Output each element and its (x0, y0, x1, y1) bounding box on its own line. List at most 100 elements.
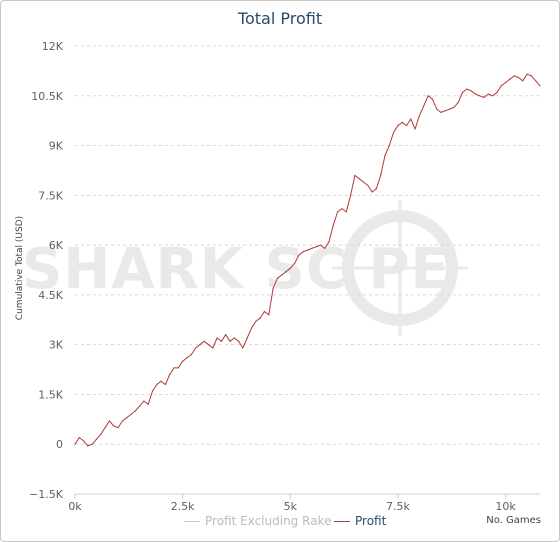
data-point (319, 244, 321, 246)
y-tick-label: 9K (49, 140, 64, 153)
data-point (423, 105, 425, 107)
y-tick-label: 3K (49, 339, 64, 352)
data-point (513, 75, 515, 77)
data-point (147, 403, 149, 405)
data-point (341, 208, 343, 210)
data-point (350, 194, 352, 196)
data-point (393, 131, 395, 133)
data-point (337, 211, 339, 213)
data-point (276, 277, 278, 279)
data-point (121, 420, 123, 422)
data-point (526, 73, 528, 75)
data-point (259, 317, 261, 319)
y-tick-label: 7.5K (38, 189, 63, 202)
data-point (474, 93, 476, 95)
x-tick-label: 0k (68, 500, 82, 513)
data-point (207, 344, 210, 346)
data-point (117, 427, 119, 429)
chart-title: Total Profit (237, 9, 323, 28)
data-point (113, 425, 115, 427)
data-point (87, 445, 89, 447)
data-point (177, 367, 179, 369)
data-point (492, 95, 494, 97)
data-point (470, 90, 472, 92)
data-point (242, 347, 244, 349)
data-point (302, 251, 304, 253)
data-point (255, 320, 257, 322)
data-point (229, 340, 231, 342)
y-tick-label: 0 (56, 438, 63, 451)
data-point (108, 420, 110, 422)
data-point (285, 271, 287, 273)
y-tick-label: 12K (42, 40, 64, 53)
data-point (169, 373, 171, 376)
data-point (479, 95, 481, 97)
data-point (397, 125, 399, 127)
data-point (220, 340, 222, 342)
data-point (156, 383, 158, 386)
data-point (268, 314, 270, 316)
data-point (195, 347, 197, 349)
data-point (289, 267, 291, 269)
data-point (375, 188, 377, 190)
data-point (367, 184, 369, 186)
data-point (238, 340, 240, 342)
legend-item-profit[interactable]: Profit (334, 514, 386, 528)
data-point (100, 433, 102, 435)
data-point (371, 191, 373, 193)
data-point (401, 121, 403, 123)
legend-label: Profit (355, 514, 387, 528)
data-point (500, 85, 502, 87)
data-point (306, 249, 309, 251)
data-point (134, 410, 136, 412)
data-point (380, 174, 382, 176)
data-point (139, 405, 141, 407)
y-axis-label: Cumulative Total (USD) (15, 216, 25, 320)
data-point (505, 81, 507, 84)
data-point (143, 400, 145, 402)
x-tick-label: 5k (284, 500, 298, 513)
series (74, 73, 541, 447)
data-point (246, 337, 248, 339)
data-point (444, 110, 446, 112)
y-tick-label: 4.5K (38, 289, 63, 302)
data-point (388, 145, 390, 147)
data-point (298, 254, 300, 256)
legend-label: Profit Excluding Rake (205, 514, 332, 528)
data-point (332, 224, 334, 226)
data-point (203, 340, 205, 342)
data-point (509, 78, 511, 80)
data-point (440, 111, 442, 113)
legend-item-profit-excluding-rake[interactable]: Profit Excluding Rake (184, 514, 331, 528)
x-tick-label: 10k (495, 500, 516, 513)
data-point (345, 211, 347, 213)
y-tick-label: 10.5K (31, 90, 63, 103)
data-point (104, 427, 106, 429)
data-point (414, 128, 416, 130)
data-point (487, 93, 489, 95)
data-point (294, 262, 296, 264)
data-point (281, 274, 283, 276)
data-point (225, 334, 227, 336)
data-point (453, 106, 455, 108)
data-point (457, 101, 459, 103)
data-point (190, 354, 192, 356)
data-point (535, 80, 537, 82)
data-point (483, 96, 485, 98)
data-point (315, 246, 317, 248)
x-tick-label: 2.5k (171, 500, 195, 513)
data-point (263, 310, 265, 313)
data-point (418, 115, 420, 117)
data-point (384, 154, 386, 157)
data-point (126, 417, 128, 419)
watermark-crosshair-logo (332, 200, 468, 336)
data-point (449, 108, 451, 110)
data-point (405, 125, 408, 127)
data-point (362, 181, 365, 183)
data-point (91, 443, 93, 445)
y-tick-label: 1.5K (38, 388, 63, 401)
data-point (164, 383, 166, 386)
axes: −1.5K 0 1.5K 3K 4.5K 6K 7.5K 9K 10.5K 12K 0k 2.5k 5k… (29, 40, 540, 513)
